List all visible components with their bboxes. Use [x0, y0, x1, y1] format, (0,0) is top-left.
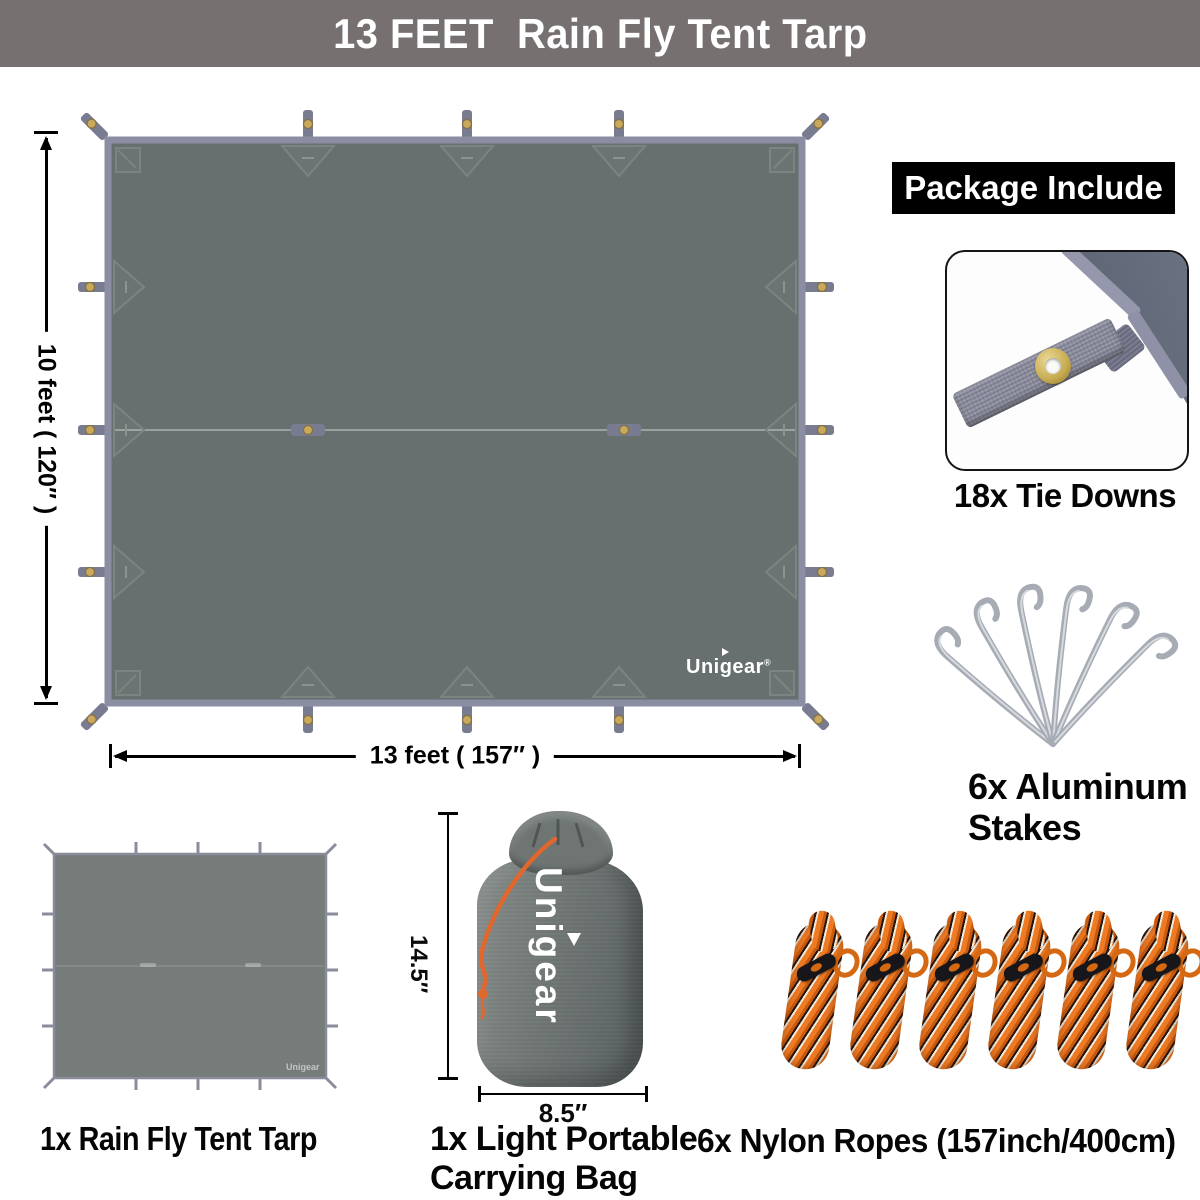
width-dimension-label: 13 feet ( 157″ )	[355, 741, 555, 771]
height-dimension: 10 feet ( 120″ )	[27, 131, 65, 705]
bag-brand-flag-icon	[567, 933, 581, 946]
brand-name: Unigear	[686, 656, 764, 678]
bag-caption-line2: Carrying Bag	[430, 1159, 638, 1197]
bag-image: Unigear	[455, 803, 670, 1093]
brand-flag-icon	[722, 648, 729, 656]
width-dimension: 13 feet ( 157″ )	[109, 741, 801, 771]
bag-height-label: 14.5″	[405, 935, 432, 994]
height-dimension-label: 10 feet ( 120″ )	[27, 332, 65, 527]
tie-down-photo	[945, 250, 1189, 471]
small-tarp-brand: Unigear	[286, 1062, 320, 1072]
header-banner: 13 FEET Rain Fly Tent Tarp	[0, 0, 1200, 67]
grommet-hole	[1045, 358, 1061, 374]
bag-brand: Unigear	[528, 867, 569, 1026]
bag-height-dimension	[438, 812, 458, 1080]
small-tarp-image: Unigear	[42, 842, 338, 1090]
grommet	[1035, 348, 1071, 384]
tie-downs-label: 18x Tie Downs	[953, 477, 1177, 514]
rope-bundle	[1120, 907, 1200, 1075]
rope-bundle	[844, 907, 934, 1075]
package-include-badge: Package Include	[892, 162, 1175, 214]
tarp-diagram	[78, 110, 834, 733]
stakes-label-line2: Stakes	[968, 807, 1082, 848]
tarp-brand-logo: Unigear®	[686, 648, 772, 679]
page-title: 13 FEET Rain Fly Tent Tarp	[332, 9, 868, 57]
bag-caption-line1: 1x Light Portable	[430, 1120, 698, 1158]
bag-width-dimension	[478, 1086, 648, 1106]
ropes-caption: 6x Nylon Ropes (157inch/400cm)	[697, 1122, 1176, 1159]
registered-mark: ®	[763, 657, 772, 668]
rope-bundle	[1051, 907, 1141, 1075]
rope-bundle	[775, 907, 865, 1075]
bag-drawstring	[478, 819, 585, 1020]
bag-caption: 1x Light Portable Carrying Bag	[430, 1120, 698, 1198]
rope-bundle	[982, 907, 1072, 1075]
rope-bundle	[913, 907, 1003, 1075]
stakes-label-line1: 6x Aluminum	[968, 766, 1188, 807]
stakes-label: 6x Aluminum Stakes	[968, 766, 1188, 848]
small-tarp-caption: 1x Rain Fly Tent Tarp	[40, 1120, 317, 1157]
bag-width-label: 8.5″	[538, 1098, 588, 1128]
package-include-title: Package Include	[904, 169, 1163, 206]
stakes-image	[903, 548, 1200, 760]
